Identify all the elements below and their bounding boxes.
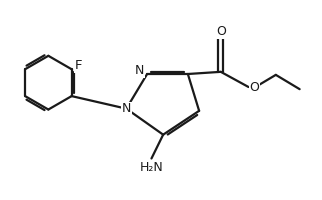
Text: H₂N: H₂N: [140, 161, 163, 174]
Text: O: O: [216, 25, 226, 38]
Text: F: F: [75, 59, 82, 72]
Text: N: N: [122, 102, 131, 115]
Text: O: O: [249, 81, 259, 94]
Text: N: N: [135, 64, 144, 77]
